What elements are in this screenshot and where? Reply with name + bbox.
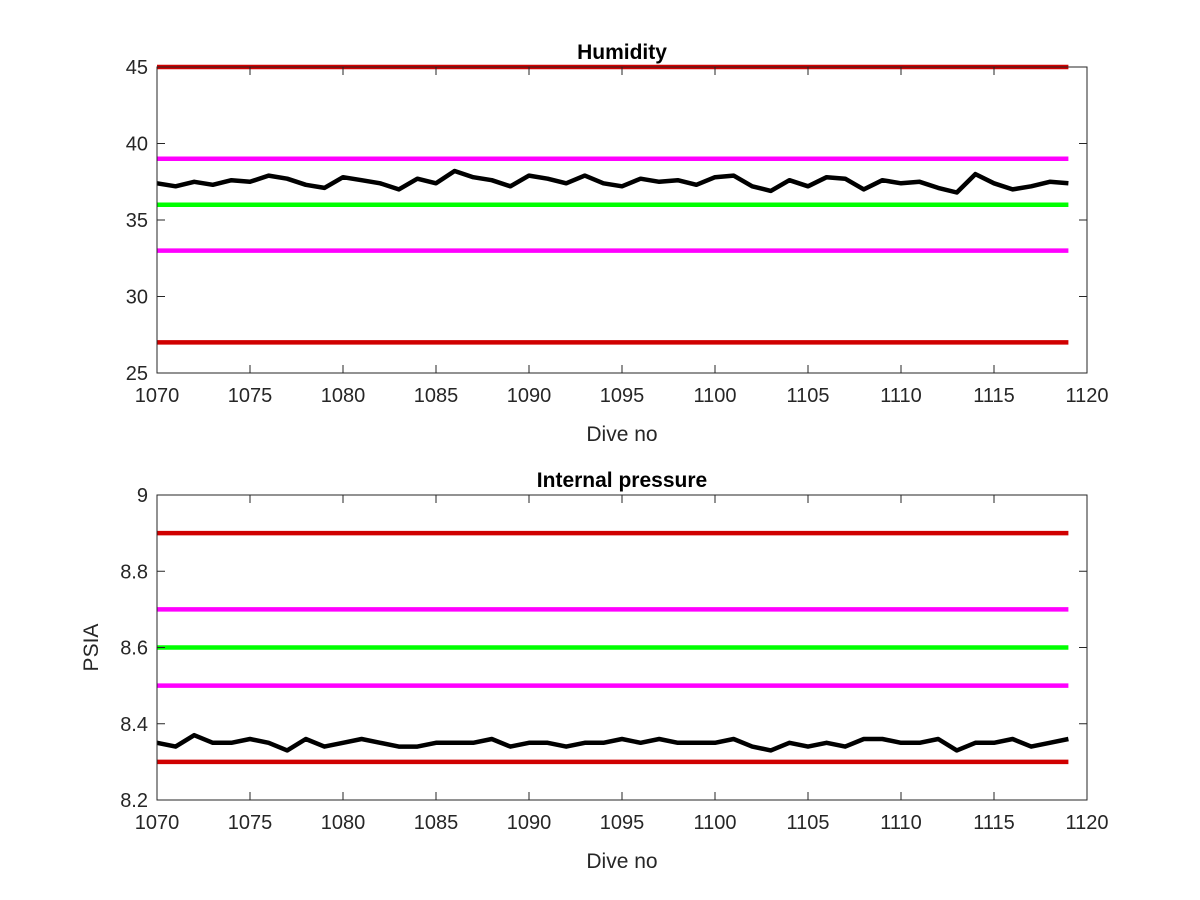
chart-title: Humidity bbox=[577, 41, 667, 64]
y-tick-label: 40 bbox=[126, 134, 148, 156]
x-tick-label: 1100 bbox=[693, 385, 736, 407]
y-tick-label: 8.2 bbox=[120, 790, 148, 812]
x-tick-label: 1115 bbox=[973, 385, 1015, 407]
x-tick-label: 1115 bbox=[973, 812, 1015, 834]
y-tick-label: 8.6 bbox=[120, 638, 148, 660]
axes-1: 1070 1075 1080 1085 1090 1095 1100 1105 1110 1115… bbox=[126, 41, 1109, 446]
y-tick-label: 25 bbox=[126, 363, 148, 385]
x-tick-label: 1070 bbox=[135, 385, 180, 407]
x-tick-label: 1110 bbox=[880, 812, 922, 834]
plot-area bbox=[157, 67, 1087, 373]
x-axis-label: Dive no bbox=[586, 850, 657, 873]
x-tick-label: 1080 bbox=[321, 812, 366, 834]
x-tick-label: 1100 bbox=[693, 812, 736, 834]
x-tick-label: 1095 bbox=[600, 812, 645, 834]
x-tick-label: 1120 bbox=[1065, 812, 1108, 834]
x-tick-label: 1090 bbox=[507, 385, 552, 407]
axes-2: 1070 1075 1080 1085 1090 1095 1100 1105 1110 1115… bbox=[80, 469, 1109, 873]
y-tick-label: 35 bbox=[126, 210, 148, 232]
x-tick-label: 1090 bbox=[507, 812, 552, 834]
x-tick-label: 1120 bbox=[1065, 385, 1108, 407]
x-tick-label: 1080 bbox=[321, 385, 366, 407]
x-axis-label: Dive no bbox=[586, 423, 657, 446]
x-tick-label: 1070 bbox=[135, 812, 180, 834]
y-tick-label: 8.4 bbox=[120, 714, 148, 736]
x-tick-label: 1110 bbox=[880, 385, 922, 407]
x-tick-label: 1075 bbox=[228, 812, 273, 834]
y-tick-label: 30 bbox=[126, 287, 148, 309]
y-axis-label: PSIA bbox=[80, 624, 103, 672]
x-tick-label: 1105 bbox=[786, 812, 829, 834]
y-tick-label: 45 bbox=[126, 57, 148, 79]
x-tick-label: 1085 bbox=[414, 385, 459, 407]
data-series-line bbox=[156, 168, 1069, 195]
data-series-line bbox=[156, 732, 1069, 753]
x-tick-label: 1105 bbox=[786, 385, 829, 407]
x-tick-label: 1095 bbox=[600, 385, 645, 407]
x-tick-label: 1075 bbox=[228, 385, 273, 407]
y-tick-label: 9 bbox=[137, 485, 148, 507]
y-tick-label: 8.8 bbox=[120, 561, 148, 583]
chart-title: Internal pressure bbox=[537, 469, 707, 492]
x-tick-label: 1085 bbox=[414, 812, 459, 834]
